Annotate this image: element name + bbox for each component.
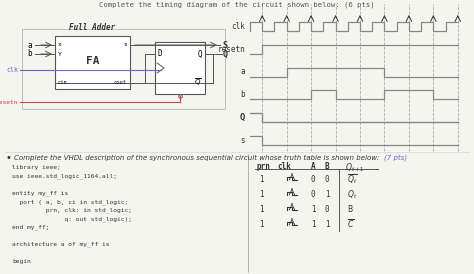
- Text: s: s: [123, 42, 127, 47]
- Text: prn: prn: [257, 162, 271, 171]
- Text: 1: 1: [259, 175, 264, 184]
- Text: 0: 0: [310, 190, 315, 199]
- Text: end my_ff;: end my_ff;: [12, 224, 49, 230]
- Text: Complete the timing diagram of the circuit shown below: (6 pts): Complete the timing diagram of the circu…: [99, 2, 375, 8]
- Text: 1: 1: [259, 205, 264, 214]
- Text: port ( a, b, ci in std_logic;: port ( a, b, ci in std_logic;: [12, 199, 128, 205]
- Text: (7 pts): (7 pts): [384, 155, 407, 161]
- Text: 1: 1: [259, 190, 264, 199]
- Text: 1: 1: [325, 190, 329, 199]
- Text: 1: 1: [310, 220, 315, 229]
- Text: Q: Q: [240, 113, 245, 122]
- Text: Y: Y: [58, 52, 62, 56]
- Text: $\overline{C}$: $\overline{C}$: [347, 218, 355, 230]
- Text: begin: begin: [12, 258, 31, 264]
- Text: FA: FA: [86, 56, 99, 65]
- Text: b: b: [240, 90, 245, 99]
- Text: •: •: [6, 153, 12, 163]
- Text: resetn: resetn: [217, 45, 245, 54]
- Text: $\overline{Q}$: $\overline{Q}$: [194, 76, 202, 88]
- Text: 0: 0: [310, 175, 315, 184]
- Text: A: A: [310, 162, 315, 171]
- Text: library ieee;: library ieee;: [12, 165, 61, 170]
- Text: Q: Q: [197, 50, 202, 59]
- Text: a: a: [27, 41, 32, 50]
- Text: 1: 1: [259, 220, 264, 229]
- Text: clk: clk: [6, 67, 18, 73]
- Text: $Q_t$: $Q_t$: [347, 188, 357, 201]
- Text: clk: clk: [277, 162, 291, 171]
- Text: B: B: [325, 162, 329, 171]
- Text: S: S: [222, 41, 227, 50]
- Text: q: out std_logic);: q: out std_logic);: [12, 216, 132, 222]
- Polygon shape: [55, 36, 130, 89]
- Text: D: D: [158, 50, 163, 59]
- Text: 0: 0: [325, 175, 329, 184]
- Text: 1: 1: [310, 205, 315, 214]
- Text: Complete the VHDL description of the synchronous sequential circuit whose truth : Complete the VHDL description of the syn…: [14, 155, 379, 161]
- Text: cin: cin: [58, 81, 68, 85]
- Text: use ieee.std_logic_1164.all;: use ieee.std_logic_1164.all;: [12, 173, 117, 179]
- Text: s: s: [240, 136, 245, 145]
- Text: b: b: [27, 50, 32, 59]
- Text: 0: 0: [325, 205, 329, 214]
- Polygon shape: [155, 42, 205, 94]
- Text: prn, clk: in std_logic;: prn, clk: in std_logic;: [12, 207, 132, 213]
- Text: Full Adder: Full Adder: [69, 24, 116, 33]
- Text: x: x: [58, 42, 62, 47]
- Text: architecture a of my_ff is: architecture a of my_ff is: [12, 241, 109, 247]
- Text: entity my_ff is: entity my_ff is: [12, 190, 68, 196]
- Text: B: B: [347, 205, 352, 214]
- Text: $\overline{Q_t}$: $\overline{Q_t}$: [347, 173, 357, 186]
- Text: a: a: [240, 67, 245, 76]
- Text: $Q_{t+1}$: $Q_{t+1}$: [345, 162, 365, 175]
- Text: resetn: resetn: [0, 99, 18, 104]
- Text: clk: clk: [231, 22, 245, 31]
- Text: 1: 1: [325, 220, 329, 229]
- Text: cout: cout: [114, 81, 127, 85]
- Text: Q: Q: [223, 50, 228, 59]
